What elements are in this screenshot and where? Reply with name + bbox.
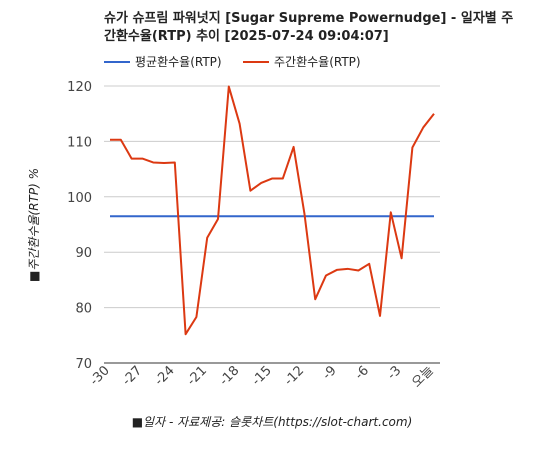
y-tick-label: 90 (75, 246, 92, 261)
x-tick-label: 오늘 (409, 363, 437, 391)
chart-title: 슈가 슈프림 파워넛지 [Sugar Supreme Powernudge] -… (104, 11, 514, 44)
x-tick-label: -15 (249, 363, 275, 389)
x-tick-label: -27 (120, 363, 146, 389)
legend: 평균환수율(RTP) 주간환수율(RTP) (104, 55, 361, 69)
y-tick-label: 120 (67, 80, 92, 95)
x-tick-label: -21 (184, 363, 210, 389)
y-axis-title: ■주간환수율(RTP) % (27, 168, 41, 282)
x-tick-label: -18 (217, 363, 243, 389)
x-tick-label: -12 (282, 363, 308, 389)
y-tick-label: 70 (75, 357, 92, 372)
y-tick-label: 80 (75, 302, 92, 317)
weekly-rtp-line (110, 85, 435, 336)
grid-layer (104, 85, 440, 364)
legend-label: 주간환수율(RTP) (274, 55, 361, 69)
x-tick-label: -9 (320, 363, 340, 383)
x-axis-title: ■일자 - 자료제공: 슬롯차트(https://slot-chart.com) (132, 415, 413, 429)
x-tick-label: -3 (385, 363, 405, 383)
y-tick-label: 100 (67, 191, 92, 206)
y-tick-label: 110 (67, 135, 92, 150)
legend-label: 평균환수율(RTP) (135, 55, 222, 69)
x-tick-label: -24 (152, 363, 178, 389)
x-tick-label: -6 (352, 363, 372, 383)
series-layer (110, 85, 435, 336)
